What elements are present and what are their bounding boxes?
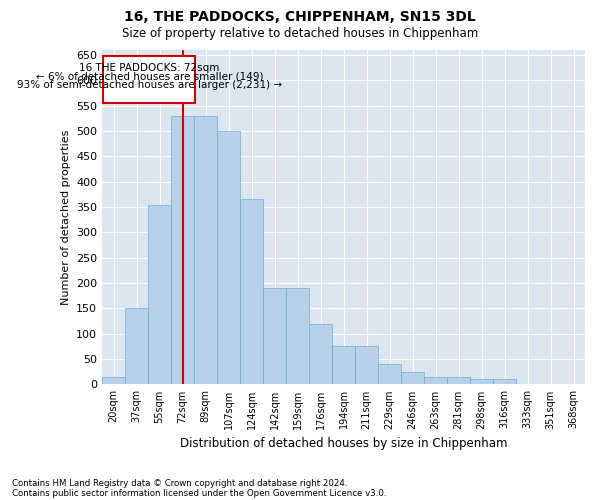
Bar (401, 372, 424, 384)
Bar (102, 377, 125, 384)
Bar (355, 346, 378, 385)
Bar (309, 324, 332, 384)
Y-axis label: Number of detached properties: Number of detached properties (61, 130, 71, 305)
X-axis label: Distribution of detached houses by size in Chippenham: Distribution of detached houses by size … (180, 437, 508, 450)
Bar (470, 380, 493, 384)
Text: 93% of semi-detached houses are larger (2,231) →: 93% of semi-detached houses are larger (… (17, 80, 282, 90)
Text: Contains public sector information licensed under the Open Government Licence v3: Contains public sector information licen… (12, 488, 386, 498)
Bar (148, 204, 171, 384)
Bar (217, 131, 240, 384)
FancyBboxPatch shape (103, 56, 195, 102)
Text: Size of property relative to detached houses in Chippenham: Size of property relative to detached ho… (122, 28, 478, 40)
Bar (286, 288, 309, 384)
Bar (194, 116, 217, 384)
Text: Contains HM Land Registry data © Crown copyright and database right 2024.: Contains HM Land Registry data © Crown c… (12, 478, 347, 488)
Text: ← 6% of detached houses are smaller (149): ← 6% of detached houses are smaller (149… (35, 72, 263, 82)
Bar (125, 308, 148, 384)
Bar (240, 200, 263, 384)
Bar (424, 377, 447, 384)
Bar (171, 116, 194, 384)
Text: 16 THE PADDOCKS: 72sqm: 16 THE PADDOCKS: 72sqm (79, 62, 220, 72)
Bar (447, 377, 470, 384)
Bar (378, 364, 401, 384)
Bar (493, 380, 516, 384)
Bar (332, 346, 355, 385)
Bar (263, 288, 286, 384)
Text: 16, THE PADDOCKS, CHIPPENHAM, SN15 3DL: 16, THE PADDOCKS, CHIPPENHAM, SN15 3DL (124, 10, 476, 24)
